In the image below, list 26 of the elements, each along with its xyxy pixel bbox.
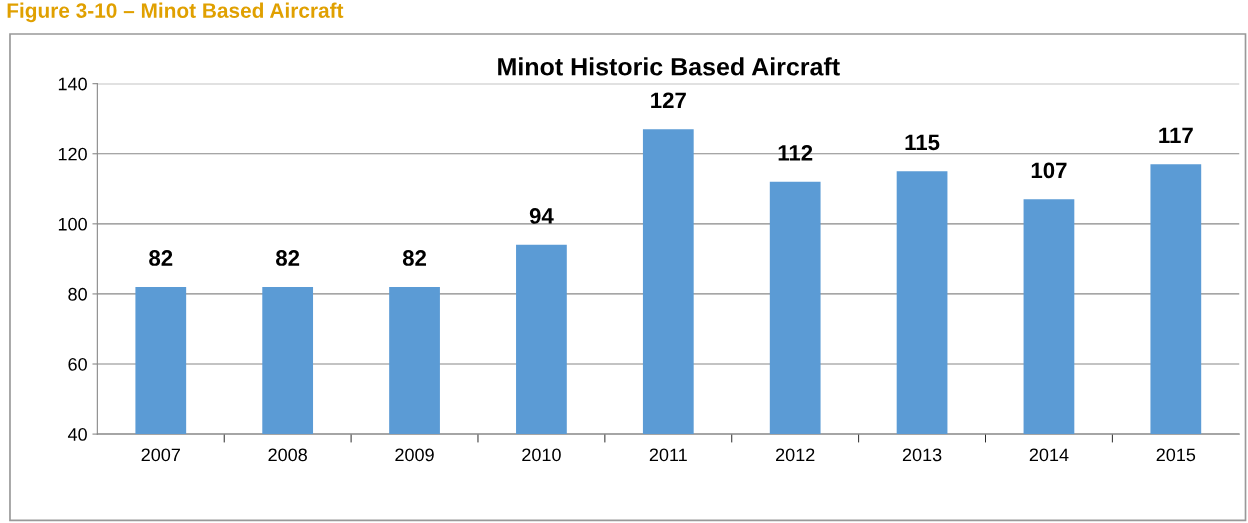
x-tick-label: 2013 (902, 448, 942, 462)
data-label: 107 (1031, 162, 1067, 179)
x-tick-label: 2009 (395, 448, 434, 462)
data-label: 94 (529, 208, 554, 224)
x-tick-label: 2008 (268, 448, 307, 462)
x-tick-label: 2007 (141, 448, 180, 462)
y-tick-label: 100 (58, 217, 87, 231)
data-label: 82 (402, 250, 427, 266)
y-tick-label: 140 (58, 77, 87, 91)
x-tick-label: 2014 (1029, 448, 1069, 462)
data-label: 117 (1159, 127, 1193, 143)
data-label: 127 (651, 92, 686, 108)
y-tick-label: 60 (68, 357, 87, 371)
caption: Figure 3-10 – Minot Based Aircraft (7, 2, 344, 23)
data-label: 115 (905, 134, 940, 151)
chart-title: Minot Historic Based Aircraft (498, 57, 840, 76)
x-tick-label: 2012 (776, 448, 815, 462)
x-tick-label: 2010 (522, 448, 561, 462)
data-label: 112 (778, 145, 813, 161)
data-label: 82 (149, 250, 173, 266)
x-tick-label: 2011 (649, 448, 687, 462)
y-tick-label: 120 (58, 147, 87, 161)
data-label: 82 (276, 250, 300, 266)
y-tick-label: 40 (67, 428, 87, 441)
x-tick-label: 2015 (1156, 448, 1196, 462)
y-tick-label: 80 (68, 287, 87, 301)
